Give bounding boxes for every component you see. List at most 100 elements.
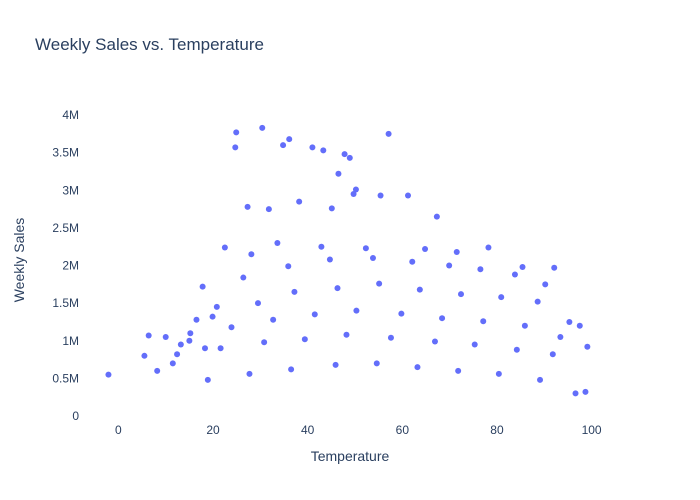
data-point[interactable] bbox=[254, 300, 261, 307]
data-point[interactable] bbox=[551, 264, 558, 271]
data-point[interactable] bbox=[346, 154, 353, 161]
data-point[interactable] bbox=[576, 322, 583, 329]
data-point[interactable] bbox=[186, 337, 193, 344]
data-point[interactable] bbox=[332, 361, 339, 368]
data-point[interactable] bbox=[416, 286, 423, 293]
data-point[interactable] bbox=[311, 311, 318, 318]
data-point[interactable] bbox=[458, 291, 464, 298]
data-point[interactable] bbox=[261, 339, 268, 346]
data-point[interactable] bbox=[326, 256, 333, 263]
data-point[interactable] bbox=[480, 318, 487, 325]
data-point[interactable] bbox=[511, 271, 518, 278]
data-point[interactable] bbox=[513, 346, 520, 353]
data-point[interactable] bbox=[584, 343, 591, 350]
data-point[interactable] bbox=[240, 274, 247, 281]
data-point[interactable] bbox=[301, 336, 308, 343]
data-point[interactable] bbox=[477, 266, 484, 273]
data-point[interactable] bbox=[373, 360, 380, 367]
data-point[interactable] bbox=[398, 310, 405, 317]
y-tick-label: 0 bbox=[72, 409, 79, 423]
data-point[interactable] bbox=[537, 376, 544, 383]
data-point[interactable] bbox=[376, 280, 383, 287]
data-point[interactable] bbox=[145, 332, 152, 339]
data-point[interactable] bbox=[414, 364, 421, 371]
data-point[interactable] bbox=[288, 366, 295, 373]
data-point[interactable] bbox=[193, 316, 200, 323]
data-point[interactable] bbox=[296, 198, 303, 205]
data-point[interactable] bbox=[141, 352, 148, 359]
data-point[interactable] bbox=[353, 307, 360, 314]
data-point[interactable] bbox=[439, 315, 446, 322]
data-point[interactable] bbox=[582, 388, 589, 395]
data-point[interactable] bbox=[557, 334, 564, 340]
y-tick-label: 3M bbox=[62, 183, 79, 197]
data-point[interactable] bbox=[177, 341, 184, 348]
data-point[interactable] bbox=[433, 213, 440, 220]
data-point[interactable] bbox=[244, 203, 251, 210]
data-point[interactable] bbox=[335, 170, 342, 177]
data-point[interactable] bbox=[498, 294, 505, 301]
data-point[interactable] bbox=[291, 288, 298, 295]
data-point[interactable] bbox=[105, 371, 112, 378]
data-point[interactable] bbox=[334, 285, 341, 292]
data-point[interactable] bbox=[343, 331, 350, 338]
data-point[interactable] bbox=[534, 298, 541, 305]
data-point[interactable] bbox=[369, 255, 376, 261]
x-tick-label: 80 bbox=[490, 423, 504, 437]
data-point[interactable] bbox=[248, 251, 255, 258]
data-point[interactable] bbox=[169, 360, 176, 367]
data-point[interactable] bbox=[362, 245, 369, 252]
data-point[interactable] bbox=[162, 334, 169, 340]
data-point[interactable] bbox=[174, 351, 181, 358]
data-point[interactable] bbox=[377, 192, 384, 199]
data-point[interactable] bbox=[409, 258, 416, 265]
data-point[interactable] bbox=[280, 142, 287, 149]
data-point[interactable] bbox=[455, 367, 462, 374]
data-point[interactable] bbox=[204, 376, 211, 383]
data-point[interactable] bbox=[259, 124, 266, 131]
data-point[interactable] bbox=[201, 345, 208, 352]
data-point[interactable] bbox=[233, 129, 240, 136]
y-tick-label: 0.5M bbox=[52, 371, 79, 385]
data-point[interactable] bbox=[341, 151, 348, 158]
data-point[interactable] bbox=[320, 147, 327, 154]
data-point[interactable] bbox=[446, 262, 453, 269]
data-point[interactable] bbox=[217, 345, 224, 352]
data-point[interactable] bbox=[246, 370, 253, 377]
data-point[interactable] bbox=[328, 205, 335, 212]
data-point[interactable] bbox=[154, 367, 161, 374]
data-point[interactable] bbox=[566, 318, 573, 325]
data-point[interactable] bbox=[286, 136, 293, 143]
x-axis-label: Temperature bbox=[311, 448, 390, 464]
data-point[interactable] bbox=[422, 245, 429, 252]
data-point[interactable] bbox=[405, 192, 411, 199]
data-point[interactable] bbox=[572, 390, 579, 397]
data-point[interactable] bbox=[350, 191, 357, 198]
data-point[interactable] bbox=[521, 322, 528, 329]
data-point[interactable] bbox=[549, 351, 556, 358]
data-point[interactable] bbox=[228, 324, 235, 331]
data-point[interactable] bbox=[519, 264, 526, 271]
data-point[interactable] bbox=[387, 334, 394, 341]
data-point[interactable] bbox=[265, 206, 272, 213]
data-point[interactable] bbox=[352, 186, 359, 193]
data-point[interactable] bbox=[209, 313, 216, 320]
data-point[interactable] bbox=[385, 130, 392, 137]
data-point[interactable] bbox=[485, 244, 492, 251]
data-point[interactable] bbox=[453, 248, 460, 255]
data-point[interactable] bbox=[187, 330, 194, 337]
data-point[interactable] bbox=[495, 370, 502, 377]
data-point[interactable] bbox=[318, 243, 325, 250]
data-point[interactable] bbox=[270, 316, 277, 323]
y-tick-label: 3.5M bbox=[52, 146, 79, 160]
data-point[interactable] bbox=[285, 263, 292, 270]
data-point[interactable] bbox=[431, 338, 438, 345]
data-point[interactable] bbox=[309, 144, 316, 151]
data-point[interactable] bbox=[542, 281, 549, 288]
data-point[interactable] bbox=[274, 239, 281, 246]
data-point[interactable] bbox=[199, 283, 206, 290]
data-point[interactable] bbox=[471, 341, 478, 348]
data-point[interactable] bbox=[213, 303, 220, 310]
data-point[interactable] bbox=[221, 244, 228, 251]
data-point[interactable] bbox=[232, 144, 239, 151]
